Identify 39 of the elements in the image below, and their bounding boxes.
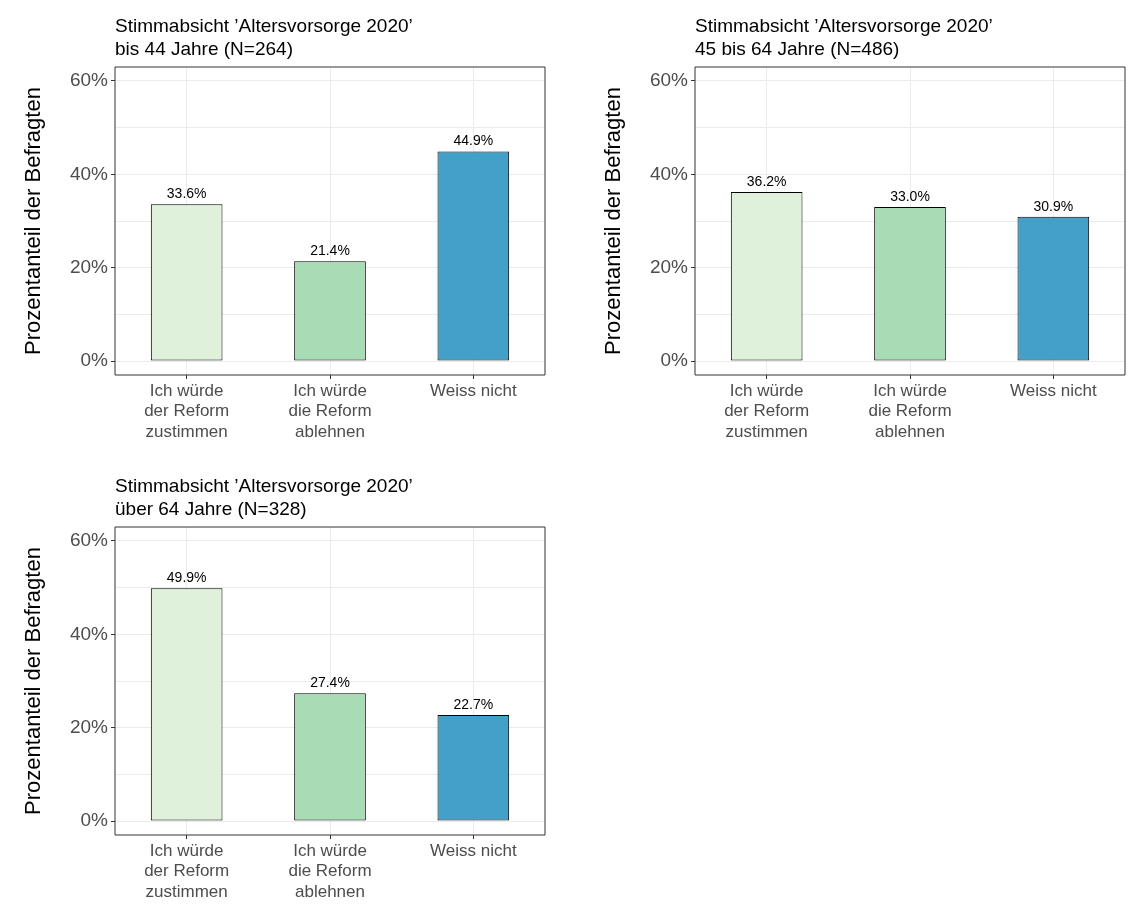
data-label: 27.4% bbox=[310, 673, 350, 690]
data-label: 33.0% bbox=[890, 187, 930, 204]
y-tick-label: 20% bbox=[69, 715, 109, 737]
y-axis-title: Prozentanteil der Befragten bbox=[20, 547, 45, 815]
y-tick-label: 40% bbox=[69, 622, 109, 644]
data-label: 49.9% bbox=[166, 568, 207, 585]
chart-title: Stimmabsicht ’Altersvorsorge 2020’ bbox=[115, 475, 413, 496]
x-tick-label: Ich würde der Reform zustimmen bbox=[724, 380, 810, 441]
y-axis-title: Prozentanteil der Befragten bbox=[20, 87, 45, 355]
y-tick-label: 60% bbox=[69, 529, 109, 551]
chart-title: Stimmabsicht ’Altersvorsorge 2020’ bbox=[695, 15, 993, 36]
x-tick-label: Weiss nicht bbox=[1010, 380, 1097, 400]
y-tick-label: 20% bbox=[649, 255, 689, 277]
chart-subtitle: über 64 Jahre (N=328) bbox=[115, 498, 307, 519]
y-axis-title: Prozentanteil der Befragten bbox=[600, 87, 625, 355]
chart-subtitle: 45 bis 64 Jahre (N=486) bbox=[695, 38, 900, 59]
x-tick-label: Weiss nicht bbox=[430, 840, 517, 860]
x-tick-label: Ich würde die Reform ablehnen bbox=[288, 380, 372, 441]
y-tick-label: 0% bbox=[80, 349, 109, 371]
y-tick-label: 60% bbox=[649, 69, 689, 91]
y-tick-label: 40% bbox=[69, 162, 109, 184]
data-label: 21.4% bbox=[310, 241, 350, 258]
x-tick-label: Weiss nicht bbox=[430, 380, 517, 400]
y-tick-label: 0% bbox=[660, 349, 689, 371]
y-tick-label: 40% bbox=[649, 162, 689, 184]
data-label: 30.9% bbox=[1033, 197, 1074, 214]
y-tick-label: 20% bbox=[69, 255, 109, 277]
x-tick-label: Ich würde die Reform ablehnen bbox=[868, 380, 952, 441]
data-label: 44.9% bbox=[453, 132, 494, 149]
chart-title: Stimmabsicht ’Altersvorsorge 2020’ bbox=[115, 15, 413, 36]
y-tick-label: 60% bbox=[69, 69, 109, 91]
data-label: 33.6% bbox=[166, 185, 207, 202]
x-tick-label: Ich würde die Reform ablehnen bbox=[288, 840, 372, 901]
data-label: 22.7% bbox=[453, 695, 494, 712]
y-tick-label: 0% bbox=[80, 809, 109, 831]
x-tick-label: Ich würde der Reform zustimmen bbox=[144, 380, 230, 441]
data-label: 36.2% bbox=[746, 172, 787, 189]
x-tick-label: Ich würde der Reform zustimmen bbox=[144, 840, 230, 901]
chart-subtitle: bis 44 Jahre (N=264) bbox=[115, 38, 293, 59]
